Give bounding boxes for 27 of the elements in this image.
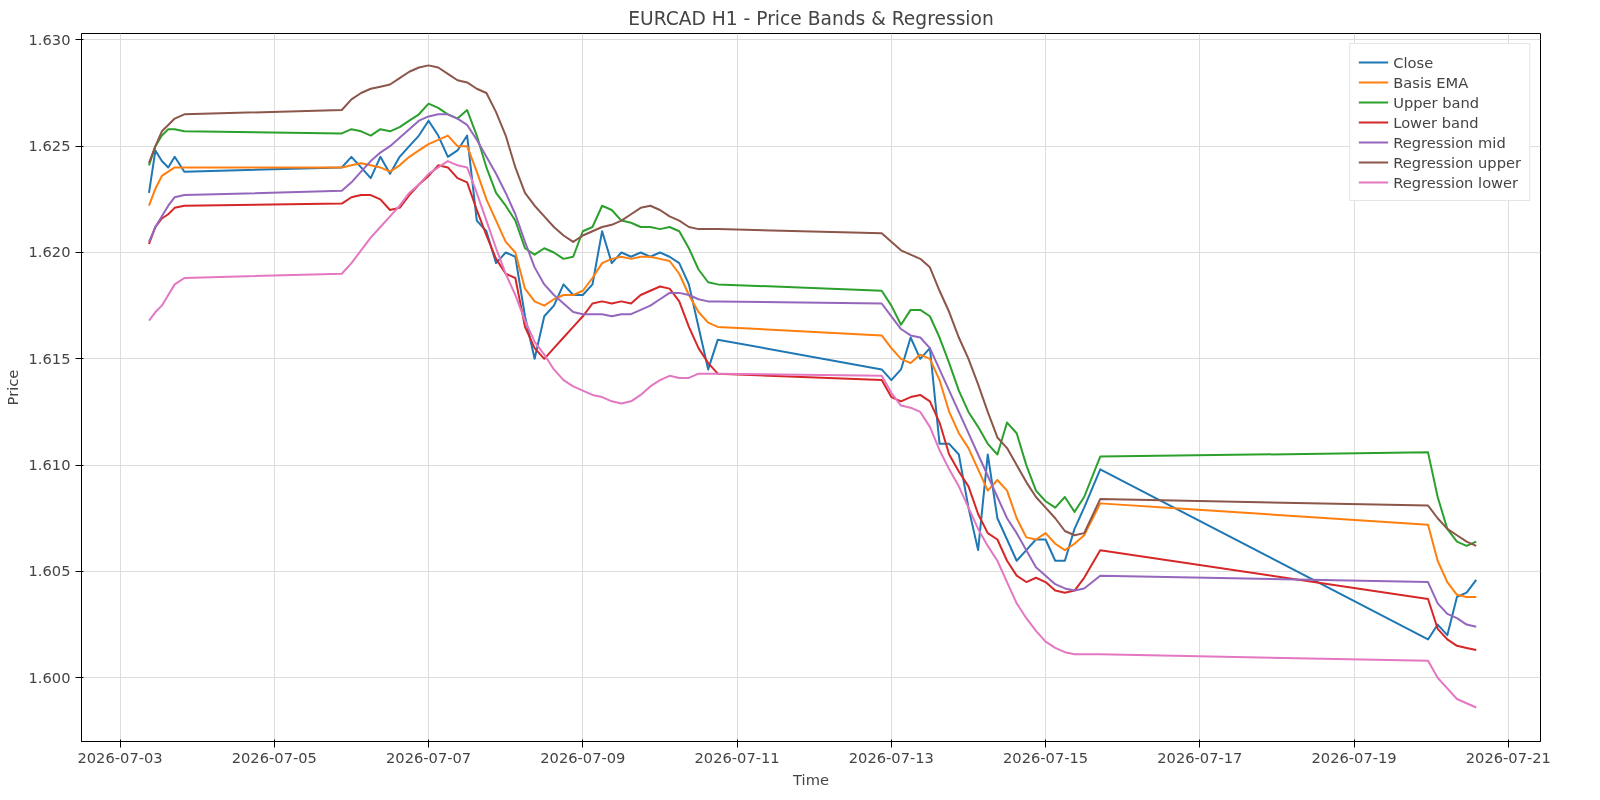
x-tick-label: 2026-07-07 [385,748,472,766]
x-tick-label: 2026-07-05 [231,748,317,766]
legend-label: Lower band [1393,113,1479,131]
x-tick-label: 2026-07-15 [1003,748,1089,766]
y-tick-label: 1.605 [28,562,71,580]
chart-title: EURCAD H1 - Price Bands & Regression [628,7,994,29]
y-tick-label: 1.625 [28,137,71,155]
x-tick-label: 2026-07-09 [540,748,626,766]
y-tick-label: 1.620 [28,243,71,261]
x-axis-title: Time [792,770,829,788]
y-tick-label: 1.600 [28,668,71,686]
x-tick-label: 2026-07-11 [694,748,780,766]
legend-label: Regression mid [1393,133,1506,151]
x-tick-label: 2026-07-21 [1465,748,1551,766]
legend-label: Close [1393,53,1434,71]
legend-label: Regression lower [1393,173,1519,191]
y-tick-label: 1.630 [28,30,71,48]
y-tick-label: 1.615 [28,349,71,367]
x-tick-label: 2026-07-17 [1157,748,1243,766]
legend-label: Regression upper [1393,153,1521,171]
legend-label: Basis EMA [1393,73,1469,91]
x-tick-label: 2026-07-03 [77,748,163,766]
x-tick-label: 2026-07-19 [1311,748,1397,766]
x-tick-label: 2026-07-13 [848,748,934,766]
y-axis-title: Price [3,369,21,406]
y-tick-label: 1.610 [28,456,71,474]
legend-label: Upper band [1393,93,1480,111]
